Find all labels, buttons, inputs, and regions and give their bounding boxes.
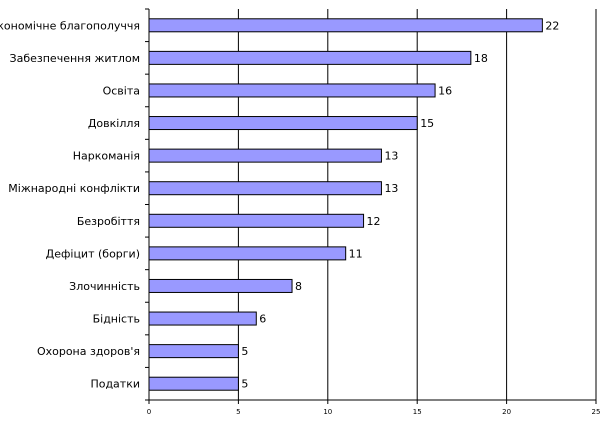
- category-label: Довкілля: [88, 117, 140, 130]
- bar-value-label: 16: [438, 84, 452, 97]
- bar-value-label: 8: [295, 280, 302, 293]
- bar: [148, 148, 382, 163]
- bar-value-label: 18: [474, 52, 488, 65]
- x-tick-label: 5: [236, 408, 240, 416]
- x-tick-label: 20: [502, 408, 511, 416]
- bar: [148, 83, 436, 98]
- x-tick-label: 0: [147, 408, 151, 416]
- bar: [148, 376, 239, 391]
- bar-value-label: 5: [241, 378, 248, 391]
- bar: [148, 344, 239, 359]
- bar: [148, 311, 257, 326]
- bar-value-label: 5: [241, 345, 248, 358]
- bar-value-label: 12: [367, 215, 381, 228]
- bar-value-label: 15: [420, 117, 434, 130]
- category-label: Безробіття: [77, 215, 140, 228]
- bar: [148, 278, 293, 293]
- bar: [148, 18, 543, 33]
- bar-value-label: 11: [349, 247, 363, 260]
- category-label: Економічне благополуччя: [0, 19, 140, 32]
- bar: [148, 246, 347, 261]
- category-label: Освіта: [103, 84, 140, 97]
- category-label: Охорона здоров'я: [37, 345, 140, 358]
- bar-value-label: 13: [384, 182, 398, 195]
- bar: [148, 213, 365, 228]
- category-label: Наркоманія: [73, 150, 140, 163]
- category-label: Дефіцит (борги): [46, 247, 140, 260]
- bar-value-label: 13: [384, 150, 398, 163]
- category-label: Бідність: [93, 313, 140, 326]
- x-tick-label: 10: [323, 408, 332, 416]
- bar: [148, 181, 382, 196]
- x-tick-label: 25: [592, 408, 601, 416]
- bar: [148, 116, 418, 131]
- bar: [148, 50, 472, 65]
- category-label: Міжнародні конфлікти: [8, 182, 140, 195]
- x-tick-label: 15: [413, 408, 422, 416]
- labels: 22 Економічне благополуччя 18 Забезпечення …: [0, 19, 600, 416]
- category-label: Злочинність: [69, 280, 140, 293]
- category-label: Забезпечення житлом: [10, 52, 140, 65]
- bars: [148, 18, 543, 391]
- category-label: Податки: [90, 378, 140, 391]
- bar-value-label: 22: [545, 19, 559, 32]
- axes: [145, 8, 597, 404]
- gridlines: [237, 9, 597, 400]
- bar-value-label: 6: [259, 313, 266, 326]
